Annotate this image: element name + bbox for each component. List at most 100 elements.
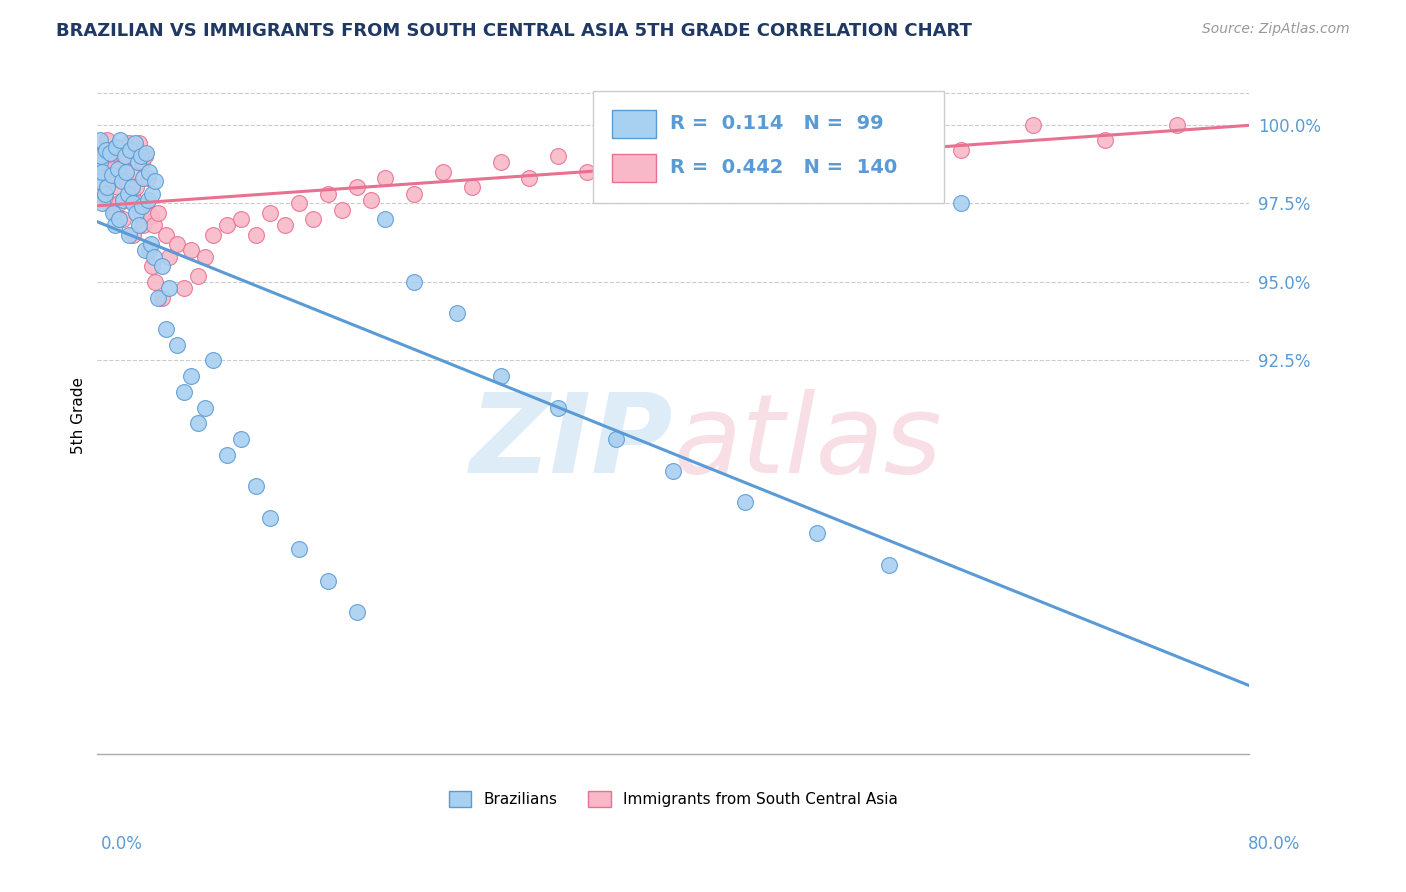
Point	[96, 133, 118, 147]
Point	[245, 479, 267, 493]
Point	[489, 369, 512, 384]
Point	[155, 227, 177, 242]
Point	[129, 205, 152, 219]
Point	[146, 205, 169, 219]
Point	[110, 145, 132, 160]
Point	[166, 237, 188, 252]
Point	[112, 193, 135, 207]
Point	[124, 143, 146, 157]
Text: Source: ZipAtlas.com: Source: ZipAtlas.com	[1202, 22, 1350, 37]
Point	[662, 139, 685, 153]
Point	[93, 143, 115, 157]
Text: ZIP: ZIP	[470, 389, 673, 496]
Point	[231, 432, 253, 446]
Point	[107, 161, 129, 176]
Point	[288, 196, 311, 211]
Point	[105, 139, 128, 153]
Point	[346, 180, 368, 194]
Point	[245, 227, 267, 242]
Point	[879, 558, 901, 572]
Point	[100, 168, 122, 182]
Point	[122, 227, 145, 242]
Point	[117, 193, 139, 207]
Point	[127, 196, 149, 211]
Point	[446, 306, 468, 320]
Point	[117, 186, 139, 201]
Point	[98, 171, 121, 186]
Point	[288, 542, 311, 557]
Point	[111, 168, 134, 182]
Point	[94, 143, 117, 157]
Point	[120, 143, 142, 157]
Point	[132, 219, 155, 233]
Point	[134, 149, 156, 163]
Point	[141, 186, 163, 201]
Text: 0.0%: 0.0%	[101, 835, 143, 853]
Point	[806, 526, 828, 541]
Point	[121, 186, 143, 201]
Point	[138, 244, 160, 258]
Point	[187, 268, 209, 283]
Point	[404, 186, 426, 201]
Point	[115, 165, 138, 179]
Point	[141, 259, 163, 273]
Point	[273, 219, 295, 233]
Point	[111, 174, 134, 188]
Point	[98, 145, 121, 160]
Point	[128, 219, 150, 233]
Point	[316, 186, 339, 201]
Point	[575, 165, 598, 179]
Y-axis label: 5th Grade: 5th Grade	[72, 377, 86, 454]
Text: R =  0.114   N =  99: R = 0.114 N = 99	[669, 114, 883, 133]
Text: 80.0%: 80.0%	[1249, 835, 1301, 853]
FancyBboxPatch shape	[593, 91, 943, 202]
Point	[114, 149, 136, 163]
Point	[150, 259, 173, 273]
Point	[122, 196, 145, 211]
Point	[734, 495, 756, 509]
Text: atlas: atlas	[673, 389, 942, 496]
Point	[120, 165, 142, 179]
Point	[115, 174, 138, 188]
Point	[89, 155, 111, 169]
Point	[155, 322, 177, 336]
Point	[1022, 118, 1045, 132]
Point	[1166, 118, 1188, 132]
Point	[97, 196, 120, 211]
Point	[129, 149, 152, 163]
Point	[374, 171, 396, 186]
FancyBboxPatch shape	[612, 110, 657, 138]
Legend: Brazilians, Immigrants from South Central Asia: Brazilians, Immigrants from South Centra…	[443, 785, 904, 814]
Text: R =  0.442   N =  140: R = 0.442 N = 140	[669, 158, 897, 177]
Point	[90, 186, 112, 201]
Point	[142, 219, 165, 233]
Point	[157, 281, 180, 295]
Point	[132, 171, 155, 186]
Point	[104, 219, 127, 233]
Point	[93, 186, 115, 201]
Point	[124, 136, 146, 151]
Point	[135, 145, 157, 160]
Point	[143, 174, 166, 188]
Point	[316, 574, 339, 588]
Point	[879, 124, 901, 138]
Point	[547, 401, 569, 415]
Point	[950, 196, 973, 211]
Point	[374, 211, 396, 226]
Point	[201, 227, 224, 242]
Point	[404, 275, 426, 289]
Point	[96, 180, 118, 194]
Point	[87, 174, 110, 188]
Point	[360, 193, 382, 207]
Point	[173, 384, 195, 399]
Point	[180, 244, 202, 258]
Point	[138, 165, 160, 179]
Point	[605, 143, 627, 157]
Point	[690, 149, 713, 163]
Point	[259, 205, 281, 219]
Point	[110, 133, 132, 147]
Point	[134, 244, 156, 258]
Point	[432, 165, 454, 179]
Point	[131, 155, 153, 169]
Point	[104, 205, 127, 219]
